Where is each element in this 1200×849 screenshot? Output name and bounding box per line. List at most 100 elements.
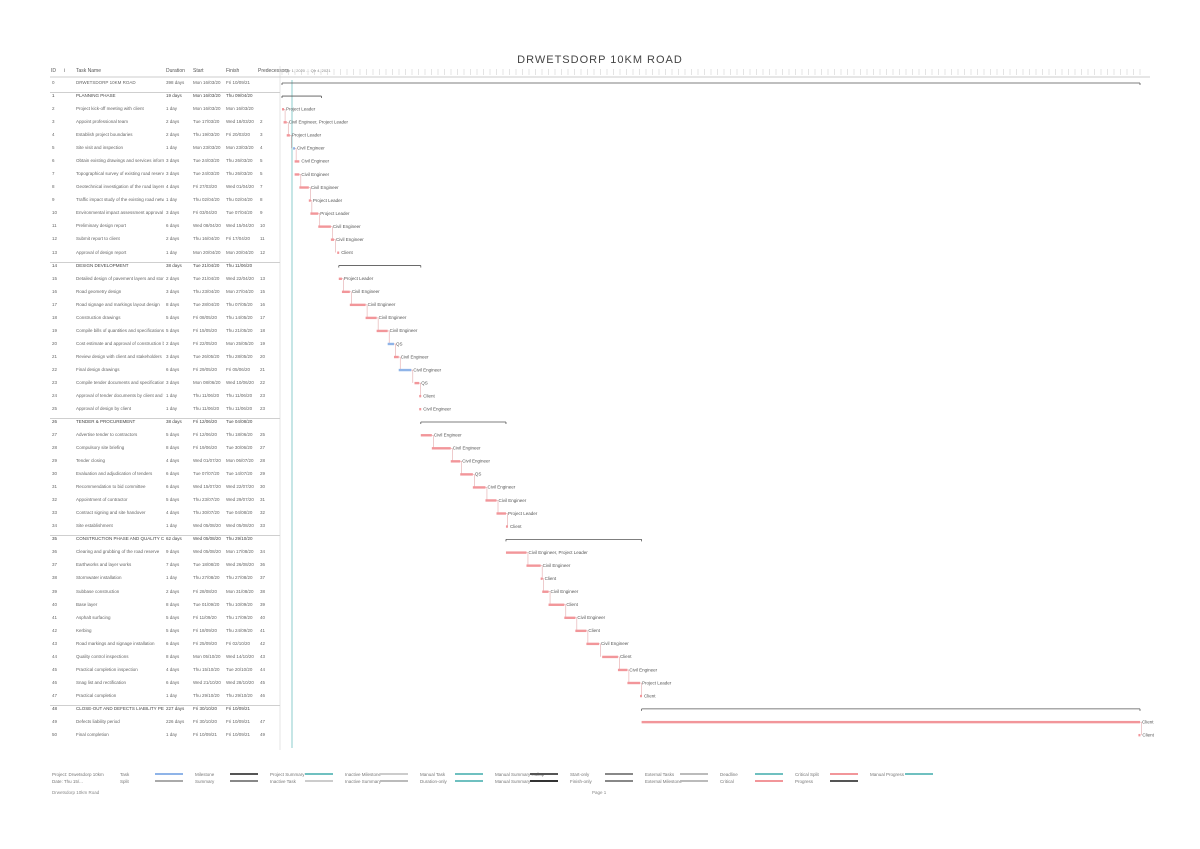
cell-id: 11 <box>52 223 57 229</box>
task-bar[interactable] <box>283 121 287 124</box>
task-bar[interactable] <box>505 551 527 554</box>
task-bar[interactable] <box>564 616 576 620</box>
task-bar[interactable] <box>419 394 422 398</box>
resource-label: Civil Engineer, Project Leader <box>289 120 349 125</box>
cell-id: 3 <box>52 119 55 125</box>
cell-finish: Mon 06/07/20 <box>226 458 254 464</box>
col-task-name[interactable]: Task Name <box>76 68 102 74</box>
resource-label: Civil Engineer <box>499 498 527 503</box>
col-id[interactable]: ID <box>51 68 56 74</box>
cell-start: Tue 21/04/20 <box>193 275 220 281</box>
cell-start: Fri 18/09/20 <box>193 627 218 633</box>
cell-finish: Wed 22/07/20 <box>226 484 254 490</box>
cell-start: Fri 15/05/20 <box>193 327 218 333</box>
task-bar[interactable] <box>393 355 399 359</box>
footer-page: Page 1 <box>592 790 607 795</box>
cell-dur: 5 days <box>166 627 180 633</box>
task-bar[interactable] <box>337 251 340 254</box>
task-bar[interactable] <box>398 368 412 372</box>
task-bar[interactable] <box>282 108 284 111</box>
task-bar[interactable] <box>318 225 331 228</box>
cell-name: Preliminary design report <box>76 223 127 229</box>
task-bar[interactable] <box>420 434 432 437</box>
dependency-link <box>310 200 313 214</box>
col-finish[interactable]: Finish <box>226 68 240 74</box>
task-bar[interactable] <box>540 577 543 580</box>
legend-item: Start-only <box>570 772 590 777</box>
col-info[interactable]: i <box>64 68 66 74</box>
cell-start: Thu 29/10/20 <box>193 692 220 698</box>
task-bar[interactable] <box>293 147 296 150</box>
task-bar[interactable] <box>641 720 1140 724</box>
cell-finish: Mon 23/03/20 <box>226 145 254 151</box>
task-bar[interactable] <box>330 238 335 241</box>
col-duration[interactable]: Duration <box>166 68 185 74</box>
cell-dur: 8 days <box>166 445 180 451</box>
task-bar[interactable] <box>602 655 618 659</box>
legend-item: External Tasks <box>645 772 675 777</box>
task-bar[interactable] <box>526 564 541 567</box>
cell-name: Appointment of contractor <box>76 497 128 503</box>
task-bar[interactable] <box>548 603 565 606</box>
task-bar[interactable] <box>431 447 451 450</box>
cell-finish: Fri 20/03/20 <box>226 132 251 138</box>
cell-dur: 3 days <box>166 171 180 177</box>
task-bar[interactable] <box>505 525 508 528</box>
task-bar[interactable] <box>310 212 319 215</box>
cell-start: Fri 29/05/20 <box>193 366 218 372</box>
task-bar[interactable] <box>414 381 420 385</box>
col-start[interactable]: Start <box>193 68 204 74</box>
task-bar[interactable] <box>387 342 394 346</box>
resource-label: Civil Engineer <box>336 237 364 242</box>
cell-id: 40 <box>52 601 58 607</box>
cell-id: 18 <box>52 314 58 320</box>
task-bar[interactable] <box>294 160 300 163</box>
task-bar[interactable] <box>472 486 486 489</box>
task-bar[interactable] <box>617 668 628 672</box>
cell-name: Snag list and rectification <box>76 679 127 685</box>
cell-start: Mon 08/06/20 <box>193 379 221 385</box>
task-bar[interactable] <box>308 199 311 202</box>
task-bar[interactable] <box>450 460 461 463</box>
cell-name: PLANNING PHASE <box>76 93 116 99</box>
cell-id: 25 <box>52 405 58 411</box>
cell-dur: 6 days <box>166 679 180 685</box>
resource-label: Client <box>341 250 353 255</box>
legend-swatch <box>230 780 258 782</box>
dependency-link <box>318 213 320 227</box>
task-bar[interactable] <box>338 277 342 280</box>
task-bar[interactable] <box>586 642 600 646</box>
task-bar[interactable] <box>349 303 366 307</box>
cell-id: 9 <box>52 197 55 203</box>
task-bar[interactable] <box>575 629 587 633</box>
col-predecessors[interactable]: Predecessors <box>258 68 289 74</box>
task-bar[interactable] <box>365 316 377 320</box>
cell-pred: 9 <box>260 210 263 216</box>
dependency-link <box>526 552 529 566</box>
task-bar[interactable] <box>627 681 641 685</box>
cell-pred: 40 <box>260 614 266 620</box>
legend-item: Manual Summary Rollup <box>495 772 545 777</box>
cell-finish: Thu 28/05/20 <box>226 353 253 359</box>
legend-item: Split <box>120 779 129 784</box>
task-bar[interactable] <box>299 186 309 189</box>
resource-label: Client <box>644 693 656 698</box>
task-bar[interactable] <box>286 134 290 137</box>
task-bar[interactable] <box>341 290 350 294</box>
resource-label: Client <box>1142 732 1154 737</box>
task-bar[interactable] <box>640 694 643 698</box>
cell-id: 34 <box>52 523 58 529</box>
cell-finish: Wed 29/07/20 <box>226 497 254 503</box>
cell-pred: 20 <box>260 353 266 359</box>
task-bar[interactable] <box>542 590 549 593</box>
task-bar[interactable] <box>294 173 300 176</box>
cell-start: Fri 25/09/20 <box>193 640 218 646</box>
task-bar[interactable] <box>419 407 422 411</box>
cell-id: 45 <box>52 666 58 672</box>
task-bar[interactable] <box>1138 733 1141 737</box>
task-bar[interactable] <box>460 473 473 476</box>
task-bar[interactable] <box>485 499 497 502</box>
task-bar[interactable] <box>496 512 506 515</box>
legend-swatch <box>680 773 708 775</box>
task-bar[interactable] <box>376 329 388 333</box>
